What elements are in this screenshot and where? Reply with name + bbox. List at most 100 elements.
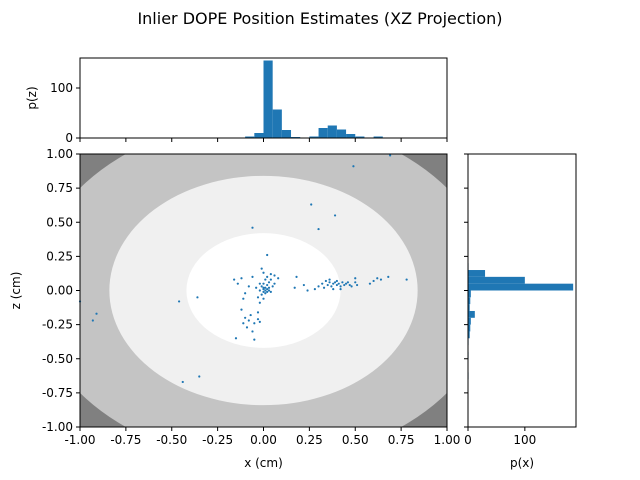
histogram-bar [355,136,365,138]
scatter-point [255,286,258,289]
scatter-point [341,281,344,284]
scatter-point [267,289,271,292]
scatter-point [352,165,355,168]
y-tick-label: -0.50 [42,352,73,366]
scatter-point [234,337,238,340]
scatter-point [260,293,263,296]
scatter-point [333,214,337,217]
y-tick-label: 0.00 [46,284,73,298]
scatter-point [91,319,94,322]
scatter-point [262,286,265,289]
scatter-point [262,271,265,274]
scatter-point [379,278,383,281]
histogram-bar [468,276,525,284]
scatter-point [354,277,357,280]
figure-title: Inlier DOPE Position Estimates (XZ Proje… [137,9,502,28]
scatter-point [355,283,359,287]
scatter-point [245,326,249,329]
scatter-point [244,316,247,319]
scatter-point [256,318,260,321]
top-hist-y-tick-label: 100 [50,81,73,95]
y-tick-label: -0.75 [42,386,73,400]
scatter-point [310,203,313,206]
scatter-point [247,285,250,288]
scatter-point [273,274,276,277]
histogram-bar [272,109,282,138]
right-histogram: 0 100 p(x) [464,153,577,470]
right-hist-x-tick-label: 100 [513,433,536,447]
histogram-bar [254,133,264,138]
x-tick-label: -0.25 [202,433,233,447]
x-tick-label: -1.00 [64,433,95,447]
right-hist-x-tick-label: 0 [464,433,472,447]
histogram-bar [373,136,383,138]
histogram-bar [327,125,337,138]
histogram-bar [263,60,273,138]
histogram-bar [468,324,471,332]
scatter-point [269,273,272,276]
scatter-point [251,330,254,333]
scatter-points [78,154,408,384]
scatter-point [313,288,316,291]
scatter-point [335,279,338,283]
scatter-point [251,275,254,278]
y-axis-label: z (cm) [9,272,23,310]
scatter-point [260,285,263,288]
scatter-point [262,297,265,300]
x-tick-label: -0.50 [156,433,187,447]
scatter-point [335,283,338,287]
scatter-point [333,281,337,284]
histogram-bar [318,128,328,138]
histogram-bar [468,310,475,318]
y-tick-label: -1.00 [42,420,73,434]
scatter-point [260,267,263,270]
scatter-plot: -1.00 -0.75 -0.50 -0.25 0.00 0.25 0.50 0.75 1.00… [9,147,460,470]
scatter-point [247,319,250,322]
scatter-point [337,282,340,285]
scatter-point [256,296,260,299]
scatter-point [258,320,261,323]
histogram-bar [468,297,471,305]
top-hist-y-label: p(z) [25,86,39,109]
scatter-point [339,285,342,288]
scatter-point [346,281,350,284]
histogram-bar [468,317,471,325]
scatter-point [306,289,309,292]
scatter-point [264,292,267,295]
scatter-point [240,277,243,280]
top-hist-y-tick-label: 0 [65,131,73,145]
scatter-point [264,289,267,292]
scatter-point [269,278,272,281]
scatter-point [376,277,379,280]
scatter-point [242,322,245,325]
x-tick-label: 0.75 [388,433,415,447]
scatter-point [264,286,267,289]
scatter-point [302,283,305,287]
scatter-point [293,286,296,289]
scatter-point [177,300,181,303]
scatter-point [249,313,252,317]
scatter-point [389,154,392,157]
scatter-point [328,278,331,281]
scatter-point [198,375,201,378]
scatter-point [266,290,269,293]
scatter-point [264,278,267,281]
histogram-bar [468,290,471,298]
scatter-point [271,285,274,288]
histogram-bar [245,136,255,138]
x-tick-label: 0.25 [296,433,323,447]
scatter-point [256,311,260,314]
top-histogram: 0 100 p(z) [25,57,448,145]
scatter-point [95,312,98,315]
scatter-point [269,290,272,293]
scatter-point [343,283,346,287]
scatter-point [266,275,269,278]
scatter-point [267,286,271,289]
scatter-point [330,285,333,288]
scatter-point [332,288,335,291]
y-tick-label: 1.00 [46,147,73,161]
scatter-point [350,285,353,288]
scatter-point [251,226,254,229]
y-tick-label: 0.75 [46,181,73,195]
scatter-point [332,282,335,285]
